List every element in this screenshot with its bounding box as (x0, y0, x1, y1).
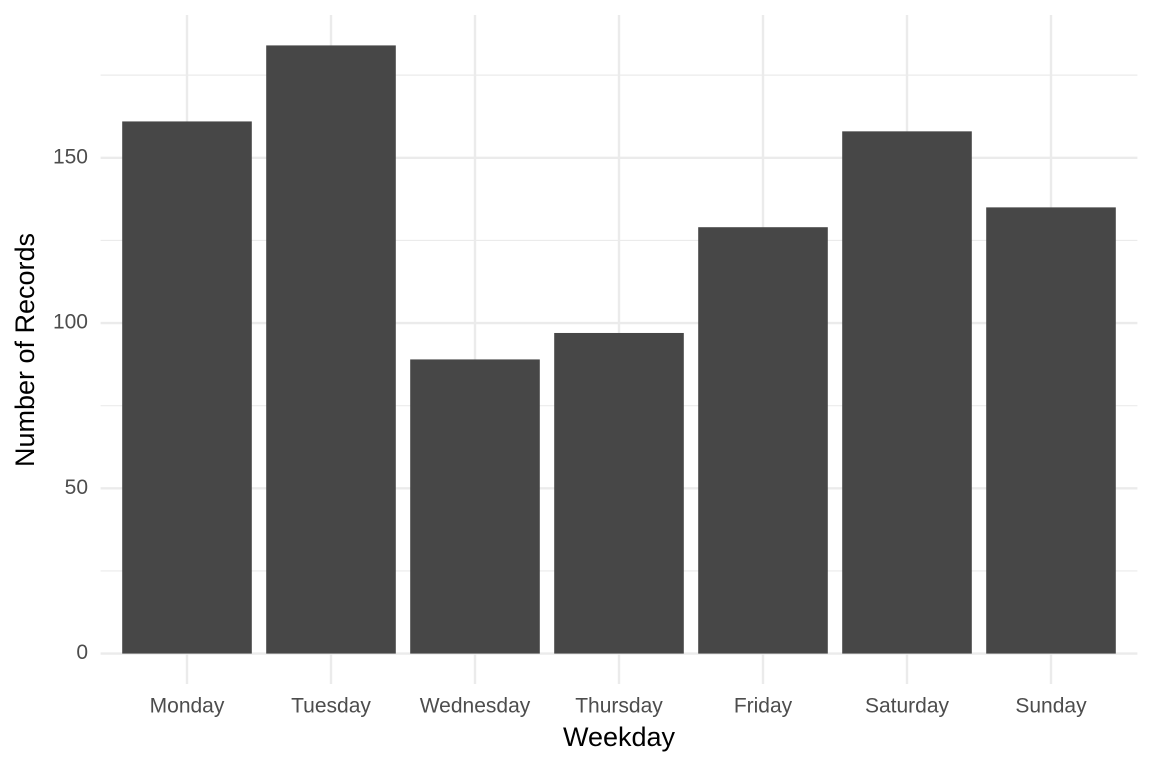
bar (266, 45, 396, 654)
bar (554, 332, 684, 654)
x-tick-label: Tuesday (291, 695, 371, 718)
x-tick-label: Saturday (865, 695, 950, 718)
bar (986, 207, 1116, 654)
y-tick-label: 50 (65, 476, 88, 499)
bar (842, 131, 972, 654)
x-axis-title: Weekday (563, 722, 676, 752)
x-tick-label: Friday (734, 695, 793, 718)
x-tick-label: Sunday (1015, 695, 1087, 718)
y-tick-label: 0 (76, 641, 88, 664)
y-tick-label: 150 (53, 145, 88, 168)
x-tick-label: Monday (150, 695, 225, 718)
x-tick-label: Thursday (575, 695, 663, 718)
bar (698, 227, 828, 654)
x-tick-label: Wednesday (420, 695, 531, 718)
bar (410, 359, 540, 654)
bar (122, 121, 252, 654)
y-axis-title: Number of Records (10, 233, 40, 467)
y-tick-label: 100 (53, 311, 88, 334)
